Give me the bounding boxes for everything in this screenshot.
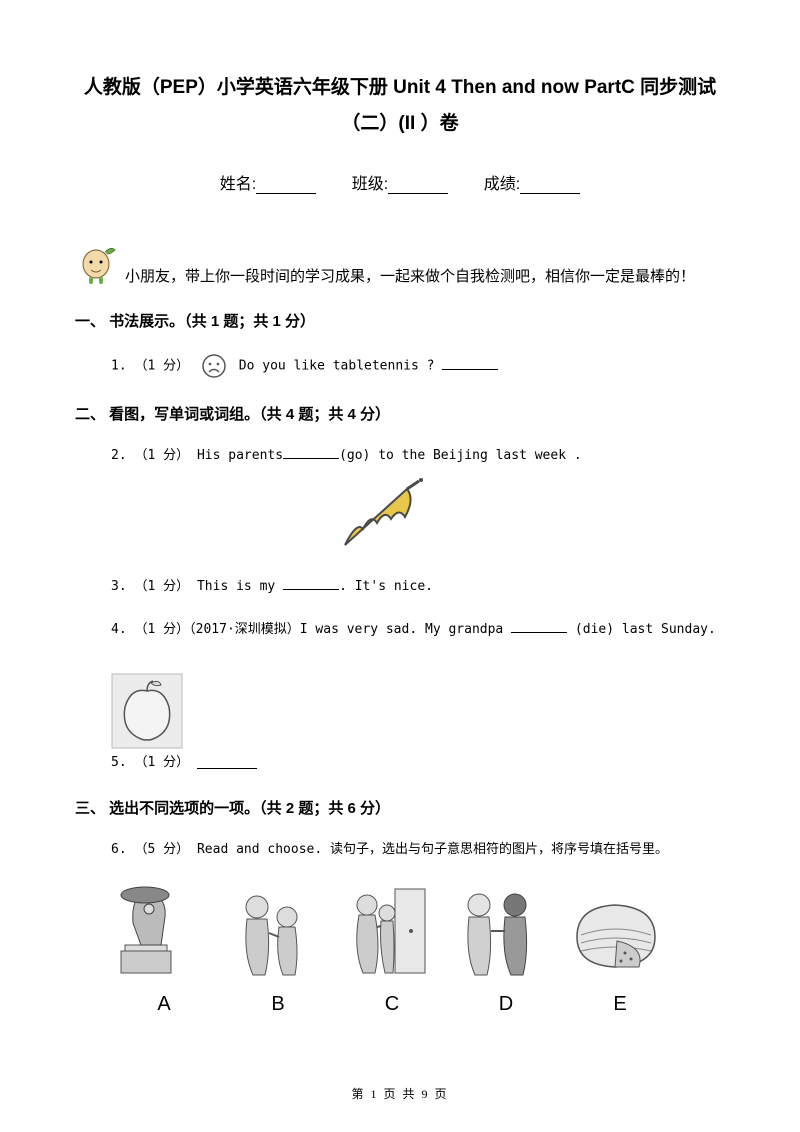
labels-row: A B C D E bbox=[111, 993, 725, 1016]
q5-blank[interactable] bbox=[197, 757, 257, 769]
q1-blank[interactable] bbox=[442, 358, 498, 370]
pic-e bbox=[567, 883, 665, 979]
title-line-1: 人教版（PEP）小学英语六年级下册 Unit 4 Then and now Pa… bbox=[75, 70, 725, 106]
label-e: E bbox=[571, 993, 669, 1016]
sad-face-icon bbox=[201, 353, 227, 379]
intro-row: 小朋友，带上你一段时间的学习成果，一起来做个自我检测吧，相信你一定是最棒的！ bbox=[75, 244, 725, 286]
q2-prefix: 2. （1 分） His parents bbox=[111, 448, 283, 463]
question-1: 1. （1 分） Do you like tabletennis ? bbox=[75, 353, 725, 379]
section-2-head: 二、 看图，写单词或词组。（共 4 题；共 4 分） bbox=[75, 403, 725, 424]
question-3: 3. （1 分） This is my . It's nice. bbox=[75, 577, 725, 598]
question-6: 6. （5 分） Read and choose. 读句子，选出与句子意思相符的… bbox=[75, 840, 725, 861]
label-b: B bbox=[229, 993, 327, 1016]
class-label: 班级: bbox=[352, 176, 388, 193]
label-d: D bbox=[457, 993, 555, 1016]
question-4: 4. （1 分）（2017·深圳模拟）I was very sad. My gr… bbox=[75, 620, 725, 641]
q2-suffix: (go) to the Beijing last week . bbox=[339, 448, 582, 463]
name-blank[interactable] bbox=[256, 178, 316, 194]
label-a: A bbox=[115, 993, 213, 1016]
q4-blank[interactable] bbox=[511, 621, 567, 633]
section-3-head: 三、 选出不同选项的一项。（共 2 题；共 6 分） bbox=[75, 797, 725, 818]
q4-text: 4. （1 分）（2017·深圳模拟）I was very sad. My gr… bbox=[111, 622, 511, 637]
mascot-icon bbox=[75, 244, 117, 286]
question-2: 2. （1 分） His parents (go) to the Beijing … bbox=[75, 446, 725, 467]
q1-prefix: 1. （1 分） bbox=[111, 359, 189, 374]
class-blank[interactable] bbox=[388, 178, 448, 194]
pic-a bbox=[111, 883, 209, 979]
section-1-head: 一、 书法展示。（共 1 题；共 1 分） bbox=[75, 310, 725, 331]
score-label: 成绩: bbox=[484, 176, 520, 193]
q4-suffix: (die) last Sunday. bbox=[567, 622, 716, 637]
umbrella-icon bbox=[335, 477, 425, 555]
picture-row: A B C D E bbox=[75, 883, 725, 1016]
q1-text: Do you like tabletennis ? bbox=[239, 359, 443, 374]
pic-d bbox=[453, 883, 551, 979]
apple-icon bbox=[111, 673, 183, 749]
pic-c bbox=[339, 883, 437, 979]
q2-blank[interactable] bbox=[283, 447, 339, 459]
q3-suffix: . It's nice. bbox=[339, 579, 433, 594]
score-blank[interactable] bbox=[520, 178, 580, 194]
intro-text: 小朋友，带上你一段时间的学习成果，一起来做个自我检测吧，相信你一定是最棒的！ bbox=[125, 265, 695, 286]
pic-b bbox=[225, 883, 323, 979]
info-line: 姓名: 班级: 成绩: bbox=[75, 170, 725, 194]
q5-prefix: 5. （1 分） bbox=[111, 755, 189, 770]
q3-prefix: 3. （1 分） This is my bbox=[111, 579, 283, 594]
page-footer: 第 1 页 共 9 页 bbox=[0, 1085, 800, 1102]
q3-blank[interactable] bbox=[283, 578, 339, 590]
title-line-2: （二）(II ）卷 bbox=[75, 106, 725, 142]
question-5: 5. （1 分） bbox=[75, 663, 725, 774]
name-label: 姓名: bbox=[220, 176, 256, 193]
label-c: C bbox=[343, 993, 441, 1016]
